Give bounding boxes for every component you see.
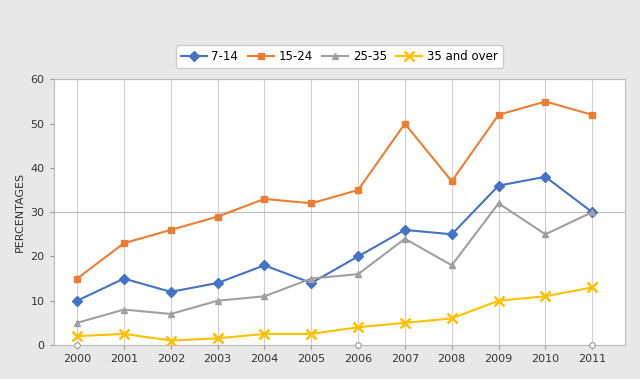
15-24 <box>167 228 175 232</box>
7-14 <box>588 210 596 215</box>
7-14 <box>120 276 128 281</box>
25-35 <box>74 321 81 325</box>
35 and over <box>74 334 81 338</box>
15-24 <box>495 113 502 117</box>
7-14 <box>541 174 549 179</box>
15-24 <box>588 113 596 117</box>
7-14 <box>448 232 456 236</box>
35 and over <box>214 336 221 341</box>
15-24 <box>541 99 549 104</box>
Line: 7-14: 7-14 <box>74 173 596 304</box>
25-35 <box>120 307 128 312</box>
7-14 <box>355 254 362 259</box>
7-14 <box>167 290 175 294</box>
25-35 <box>167 312 175 316</box>
7-14 <box>495 183 502 188</box>
35 and over <box>260 332 268 336</box>
Legend: 7-14, 15-24, 25-35, 35 and over: 7-14, 15-24, 25-35, 35 and over <box>176 45 502 68</box>
35 and over <box>401 321 409 325</box>
15-24 <box>260 197 268 201</box>
25-35 <box>495 201 502 206</box>
7-14 <box>260 263 268 268</box>
25-35 <box>541 232 549 236</box>
35 and over <box>495 298 502 303</box>
7-14 <box>401 228 409 232</box>
35 and over <box>120 332 128 336</box>
Y-axis label: PERCENTAGES: PERCENTAGES <box>15 172 25 252</box>
15-24 <box>74 276 81 281</box>
7-14 <box>74 298 81 303</box>
35 and over <box>167 338 175 343</box>
25-35 <box>214 298 221 303</box>
Line: 15-24: 15-24 <box>74 98 596 282</box>
15-24 <box>307 201 315 206</box>
Line: 35 and over: 35 and over <box>72 283 597 345</box>
35 and over <box>307 332 315 336</box>
25-35 <box>260 294 268 299</box>
25-35 <box>355 272 362 276</box>
25-35 <box>307 276 315 281</box>
15-24 <box>401 121 409 126</box>
15-24 <box>355 188 362 192</box>
35 and over <box>541 294 549 299</box>
35 and over <box>448 316 456 321</box>
35 and over <box>355 325 362 330</box>
7-14 <box>214 281 221 285</box>
25-35 <box>448 263 456 268</box>
7-14 <box>307 281 315 285</box>
15-24 <box>214 215 221 219</box>
35 and over <box>588 285 596 290</box>
Line: 25-35: 25-35 <box>74 200 596 326</box>
15-24 <box>120 241 128 246</box>
25-35 <box>401 236 409 241</box>
15-24 <box>448 179 456 183</box>
25-35 <box>588 210 596 215</box>
